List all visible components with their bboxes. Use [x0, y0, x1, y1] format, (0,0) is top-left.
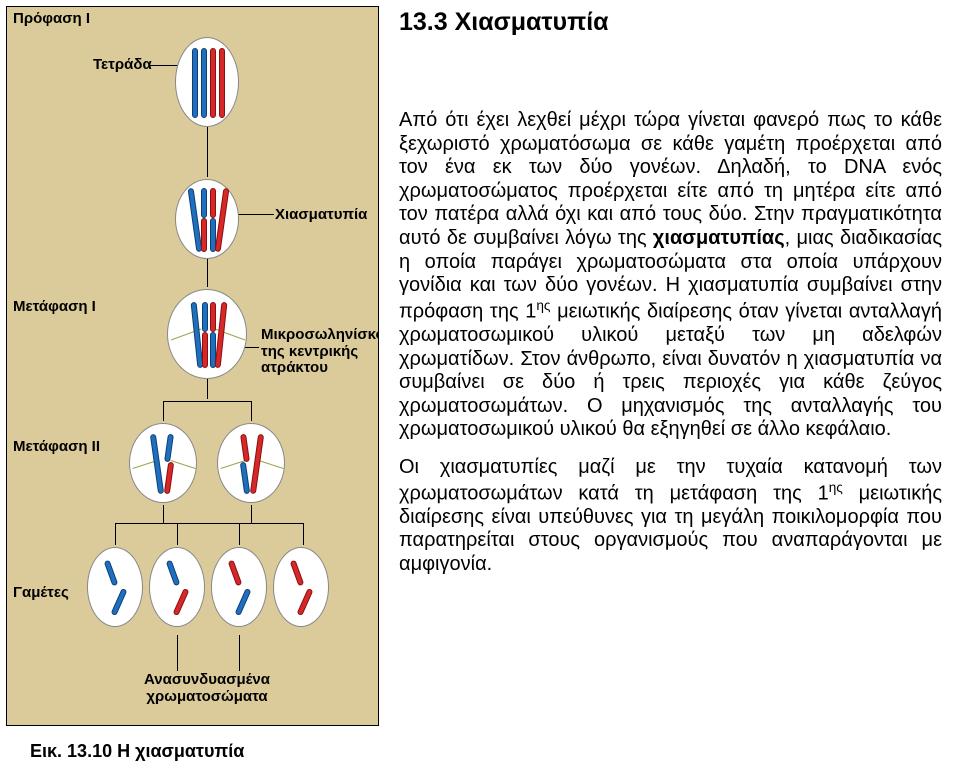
label-metaphase1: Μετάφαση Ι [13, 299, 96, 316]
label-metaphase2: Μετάφαση ΙΙ [13, 439, 100, 456]
chromatid-blue [201, 48, 207, 118]
chromatid-red [219, 48, 225, 118]
body-text: Από ότι έχει λεχθεί μέχρι τώρα γίνεται φ… [399, 109, 942, 577]
text-bold: χιασματυπίας [653, 227, 785, 249]
connector [207, 379, 208, 399]
superscript: ης [536, 298, 550, 313]
connector [177, 635, 178, 671]
diagram: Πρόφαση Ι Τετράδα Χιασματυπία Μετάφαση Ι… [6, 6, 379, 726]
chromatid-red [164, 462, 174, 495]
chromatid-red [297, 588, 314, 616]
chromatid-blue [150, 434, 164, 494]
figure-caption: Εικ. 13.10 Η χιασματυπία [30, 741, 244, 762]
cell-metaphase1 [167, 289, 247, 379]
chromatid-blue [104, 560, 119, 586]
right-column: 13.3 Χιασματυπία Από ότι έχει λεχθεί μέχ… [385, 0, 960, 774]
connector [177, 523, 178, 545]
chromatid-red [202, 332, 208, 368]
chromatid-red [290, 560, 305, 586]
gamete-2 [149, 547, 205, 627]
connector [251, 401, 252, 421]
chromatid-blue [201, 188, 207, 218]
cell-prophase [175, 37, 239, 127]
chromatid-blue [235, 588, 252, 616]
cell-metaphase2-right [217, 423, 285, 503]
gamete-3 [211, 547, 267, 627]
paragraph-1: Από ότι έχει λεχθεί μέχρι τώρα γίνεται φ… [399, 109, 942, 442]
label-tetrad: Τετράδα [93, 57, 152, 74]
section-title: 13.3 Χιασματυπία [399, 8, 942, 37]
chromatid-red [215, 302, 228, 368]
connector [239, 523, 240, 545]
connector [207, 127, 208, 177]
connector [163, 401, 164, 421]
chromatid-red [228, 560, 243, 586]
paragraph-2: Οι χιασματυπίες μαζί με την τυχαία καταν… [399, 456, 942, 577]
chromatid-red [173, 588, 190, 616]
label-chiasma: Χιασματυπία [275, 207, 367, 224]
chromatid-blue [192, 48, 198, 118]
label-recombined: Ανασυνδυασμένα χρωματοσώματα [127, 672, 287, 705]
spindle-fiber [170, 460, 195, 469]
connector [163, 401, 251, 402]
connector [207, 523, 303, 524]
connector [163, 505, 164, 523]
chromatid-red [240, 434, 250, 463]
connector [239, 635, 240, 671]
chromatid-red [201, 218, 207, 252]
chromatid-blue [164, 434, 174, 463]
gamete-4 [273, 547, 329, 627]
connector [251, 505, 252, 523]
chromatid-red [210, 302, 216, 332]
superscript: ης [829, 480, 843, 495]
chromatid-blue [111, 588, 128, 616]
chromatid-blue [202, 302, 208, 332]
connector [115, 523, 116, 545]
chromatid-blue [240, 462, 250, 495]
connector [115, 523, 211, 524]
left-column: Πρόφαση Ι Τετράδα Χιασματυπία Μετάφαση Ι… [0, 0, 385, 774]
chromatid-red [215, 188, 230, 252]
spindle-fiber [258, 460, 283, 469]
chromatid-red [210, 48, 216, 118]
connector [207, 259, 208, 287]
gamete-1 [87, 547, 143, 627]
label-prophase: Πρόφαση Ι [13, 11, 90, 28]
connector [303, 523, 304, 545]
label-spindle: Μικροσωληνίσκος της κεντρικής ατράκτου [261, 327, 373, 377]
cell-chiasma [175, 179, 239, 259]
label-gametes: Γαμέτες [13, 585, 69, 602]
chromatid-red [210, 188, 216, 218]
chromatid-red [250, 434, 264, 494]
chromatid-blue [166, 560, 181, 586]
cell-metaphase2-left [129, 423, 197, 503]
